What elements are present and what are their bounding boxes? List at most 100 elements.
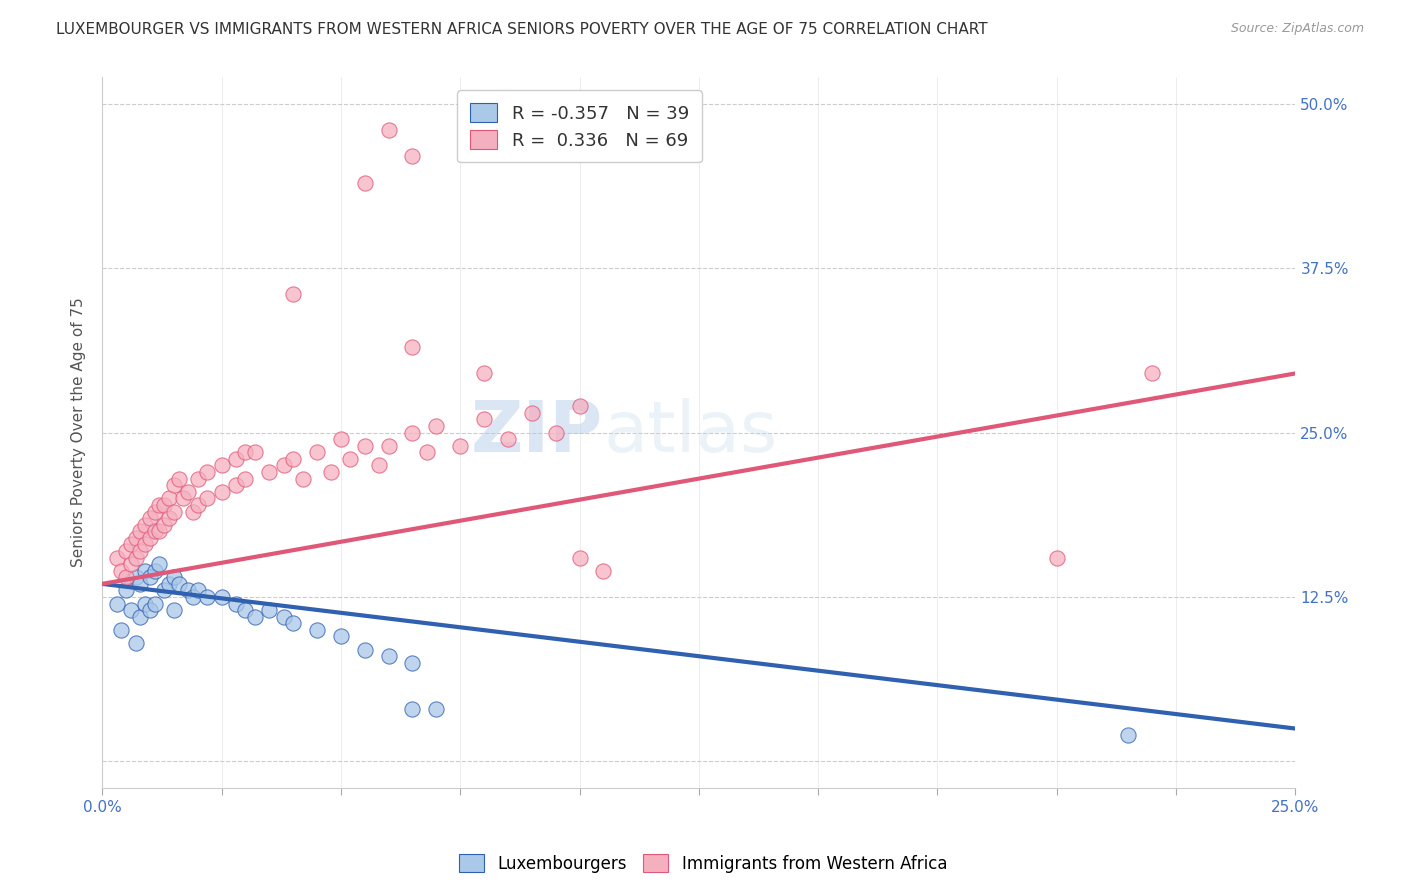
Point <box>172 491 194 506</box>
Text: ZIP: ZIP <box>471 398 603 467</box>
Point <box>153 517 176 532</box>
Point <box>353 176 375 190</box>
Point <box>339 451 361 466</box>
Point <box>291 472 314 486</box>
Point <box>401 702 423 716</box>
Point <box>259 465 281 479</box>
Point <box>544 425 567 440</box>
Point <box>124 570 146 584</box>
Point <box>181 504 204 518</box>
Point <box>568 550 591 565</box>
Point <box>425 702 447 716</box>
Text: LUXEMBOURGER VS IMMIGRANTS FROM WESTERN AFRICA SENIORS POVERTY OVER THE AGE OF 7: LUXEMBOURGER VS IMMIGRANTS FROM WESTERN … <box>56 22 988 37</box>
Point <box>143 524 166 539</box>
Point <box>235 445 257 459</box>
Point <box>167 472 190 486</box>
Point <box>129 609 152 624</box>
Point <box>129 524 152 539</box>
Point <box>143 597 166 611</box>
Point <box>134 537 156 551</box>
Point <box>105 550 128 565</box>
Point <box>592 564 614 578</box>
Point <box>139 531 162 545</box>
Point <box>153 498 176 512</box>
Point <box>225 478 247 492</box>
Point <box>425 419 447 434</box>
Point <box>134 597 156 611</box>
Point <box>281 451 304 466</box>
Point <box>377 123 399 137</box>
Point <box>211 458 233 473</box>
Point <box>124 636 146 650</box>
Point <box>177 583 200 598</box>
Point <box>115 583 138 598</box>
Point <box>110 623 132 637</box>
Point <box>187 472 209 486</box>
Point <box>139 570 162 584</box>
Point <box>520 406 543 420</box>
Point <box>187 498 209 512</box>
Point <box>281 287 304 301</box>
Point <box>259 603 281 617</box>
Point <box>235 603 257 617</box>
Point <box>115 544 138 558</box>
Point <box>235 472 257 486</box>
Point <box>148 557 170 571</box>
Legend: R = -0.357   N = 39, R =  0.336   N = 69: R = -0.357 N = 39, R = 0.336 N = 69 <box>457 90 702 162</box>
Point <box>353 642 375 657</box>
Point <box>225 597 247 611</box>
Legend: Luxembourgers, Immigrants from Western Africa: Luxembourgers, Immigrants from Western A… <box>453 847 953 880</box>
Text: atlas: atlas <box>603 398 778 467</box>
Point <box>195 465 218 479</box>
Point <box>195 491 218 506</box>
Text: Source: ZipAtlas.com: Source: ZipAtlas.com <box>1230 22 1364 36</box>
Point <box>401 149 423 163</box>
Point <box>148 498 170 512</box>
Point <box>124 550 146 565</box>
Point <box>305 445 328 459</box>
Point <box>177 484 200 499</box>
Point <box>153 583 176 598</box>
Point <box>243 445 266 459</box>
Point <box>105 597 128 611</box>
Point <box>187 583 209 598</box>
Point <box>143 564 166 578</box>
Point <box>120 557 142 571</box>
Point <box>120 603 142 617</box>
Point <box>157 511 180 525</box>
Point <box>143 504 166 518</box>
Point <box>225 451 247 466</box>
Point <box>211 590 233 604</box>
Point <box>472 412 495 426</box>
Point <box>305 623 328 637</box>
Point <box>401 340 423 354</box>
Point <box>449 439 471 453</box>
Point <box>129 577 152 591</box>
Point <box>124 531 146 545</box>
Point <box>157 491 180 506</box>
Point <box>115 570 138 584</box>
Point <box>139 511 162 525</box>
Point <box>329 432 352 446</box>
Point <box>195 590 218 604</box>
Point <box>496 432 519 446</box>
Point <box>472 367 495 381</box>
Point <box>163 603 186 617</box>
Point <box>281 616 304 631</box>
Point <box>134 564 156 578</box>
Point <box>273 458 295 473</box>
Point <box>157 577 180 591</box>
Point <box>377 649 399 664</box>
Point <box>120 537 142 551</box>
Point <box>1118 728 1140 742</box>
Point <box>416 445 439 459</box>
Point <box>401 425 423 440</box>
Point <box>321 465 343 479</box>
Point <box>243 609 266 624</box>
Point <box>329 630 352 644</box>
Point <box>148 524 170 539</box>
Point <box>181 590 204 604</box>
Point <box>163 478 186 492</box>
Point <box>163 570 186 584</box>
Point <box>368 458 391 473</box>
